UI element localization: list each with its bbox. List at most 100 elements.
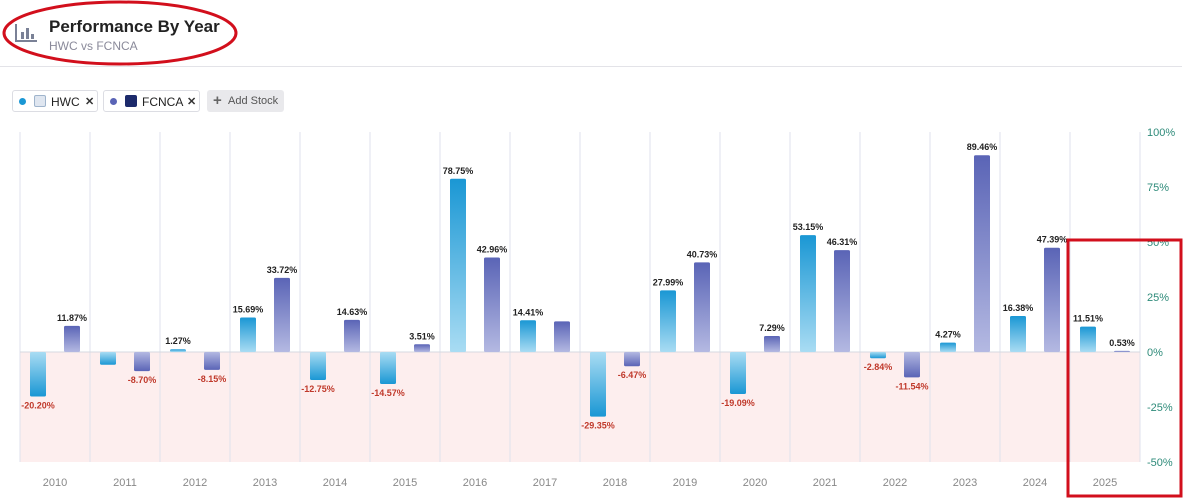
- chart-title: Performance By Year: [49, 17, 220, 36]
- data-label-hwc: -29.35%: [581, 421, 615, 431]
- data-label-fcnca: 89.46%: [967, 142, 998, 152]
- bar-hwc-2021: [800, 235, 816, 352]
- bar-hwc-2024: [1010, 315, 1026, 352]
- bar-fcnca-2011: [134, 352, 150, 372]
- x-tick-label: 2016: [463, 477, 487, 489]
- bar-hwc-2025: [1080, 326, 1096, 352]
- highlight-rect-2025: [1066, 238, 1183, 498]
- data-label-hwc: -2.84%: [864, 362, 893, 372]
- x-tick-label: 2021: [813, 477, 837, 489]
- legend-chip-label: HWC: [51, 95, 80, 109]
- hwc-dot-icon: [19, 98, 26, 105]
- data-label-hwc: 1.27%: [165, 336, 191, 346]
- data-label-fcnca: -8.70%: [128, 375, 157, 385]
- data-label-hwc: 11.51%: [1073, 314, 1103, 324]
- chart-header: Performance By Year HWC vs FCNCA: [0, 0, 1200, 66]
- legend-chip-label: FCNCA: [142, 95, 184, 109]
- x-tick-label: 2025: [1093, 477, 1117, 489]
- bar-hwc-2010: [30, 352, 46, 397]
- bar-fcnca-2010: [64, 325, 80, 352]
- x-tick-label: 2013: [253, 477, 277, 489]
- close-icon[interactable]: ✕: [85, 96, 95, 108]
- data-label-hwc: -20.20%: [21, 400, 55, 410]
- data-label-fcnca: 47.39%: [1037, 235, 1068, 245]
- bar-fcnca-2014: [344, 319, 360, 352]
- bar-hwc-2011: [100, 352, 116, 365]
- add-stock-label: Add Stock: [228, 95, 279, 107]
- bar-hwc-2019: [660, 290, 676, 352]
- bar-fcnca-2012: [204, 352, 220, 370]
- data-label-hwc: 53.15%: [793, 222, 824, 232]
- close-icon[interactable]: ✕: [187, 96, 197, 108]
- bar-hwc-2022: [870, 352, 886, 359]
- data-label-fcnca: 3.51%: [409, 331, 435, 341]
- data-label-fcnca: 0.53%: [1109, 338, 1135, 348]
- fcnca-logo-icon: [125, 95, 137, 107]
- data-label-hwc: 16.38%: [1003, 303, 1034, 313]
- y-tick-label: 0%: [1147, 347, 1163, 359]
- header-divider: [0, 66, 1182, 67]
- x-tick-label: 2022: [883, 477, 907, 489]
- data-label-hwc: -14.57%: [371, 388, 405, 398]
- legend-chip-fcnca[interactable]: FCNCA ✕: [103, 90, 200, 112]
- bar-chart-icon: [15, 24, 37, 42]
- bar-fcnca-2023: [974, 155, 990, 352]
- x-tick-label: 2015: [393, 477, 417, 489]
- bar-fcnca-2024: [1044, 247, 1060, 352]
- bar-fcnca-2016: [484, 257, 500, 352]
- data-label-fcnca: 11.87%: [57, 313, 87, 323]
- data-label-hwc: -19.09%: [721, 398, 755, 408]
- data-label-hwc: 14.41%: [513, 307, 544, 317]
- bar-hwc-2018: [590, 352, 606, 417]
- data-label-hwc: 78.75%: [443, 166, 474, 176]
- y-tick-label: 75%: [1147, 182, 1169, 194]
- bar-hwc-2020: [730, 352, 746, 394]
- plus-icon: +: [213, 92, 222, 109]
- x-tick-label: 2014: [323, 477, 347, 489]
- data-label-hwc: -12.75%: [301, 384, 335, 394]
- data-label-fcnca: 42.96%: [477, 244, 508, 254]
- bar-hwc-2013: [240, 317, 256, 352]
- data-label-hwc: 15.69%: [233, 304, 264, 314]
- y-tick-label: 25%: [1147, 292, 1169, 304]
- fcnca-dot-icon: [110, 98, 117, 105]
- bar-fcnca-2013: [274, 277, 290, 352]
- bar-fcnca-2022: [904, 352, 920, 378]
- x-tick-label: 2019: [673, 477, 697, 489]
- bar-hwc-2016: [450, 178, 466, 352]
- bar-fcnca-2017: [554, 321, 570, 352]
- data-label-fcnca: 40.73%: [687, 249, 718, 259]
- data-label-fcnca: -8.15%: [198, 374, 227, 384]
- data-label-hwc: 4.27%: [935, 330, 961, 340]
- hwc-logo-icon: [34, 95, 46, 107]
- y-tick-label: 100%: [1147, 127, 1175, 139]
- bar-hwc-2017: [520, 320, 536, 352]
- data-label-hwc: 27.99%: [653, 277, 684, 287]
- x-tick-label: 2018: [603, 477, 627, 489]
- x-tick-label: 2010: [43, 477, 67, 489]
- data-label-fcnca: 14.63%: [337, 307, 368, 317]
- legend-chip-hwc[interactable]: HWC ✕: [12, 90, 98, 112]
- data-label-fcnca: 46.31%: [827, 237, 858, 247]
- bar-hwc-2023: [940, 342, 956, 352]
- bar-fcnca-2021: [834, 250, 850, 352]
- bar-hwc-2012: [170, 349, 186, 352]
- data-label-fcnca: -6.47%: [618, 370, 647, 380]
- data-label-fcnca: 33.72%: [267, 265, 298, 275]
- add-stock-button[interactable]: + Add Stock: [207, 90, 284, 112]
- data-label-fcnca: -11.54%: [895, 381, 928, 391]
- bar-fcnca-2019: [694, 262, 710, 352]
- highlight-ellipse: [2, 0, 238, 66]
- chart-subtitle: HWC vs FCNCA: [49, 39, 138, 53]
- x-tick-label: 2020: [743, 477, 767, 489]
- data-label-fcnca: 7.29%: [759, 323, 785, 333]
- x-tick-label: 2012: [183, 477, 207, 489]
- bar-fcnca-2020: [764, 335, 780, 352]
- bar-fcnca-2025: [1114, 350, 1130, 352]
- y-tick-label: -25%: [1147, 402, 1173, 414]
- y-tick-label: -50%: [1147, 457, 1173, 469]
- x-tick-label: 2011: [113, 477, 137, 489]
- bar-hwc-2015: [380, 352, 396, 385]
- x-tick-label: 2023: [953, 477, 977, 489]
